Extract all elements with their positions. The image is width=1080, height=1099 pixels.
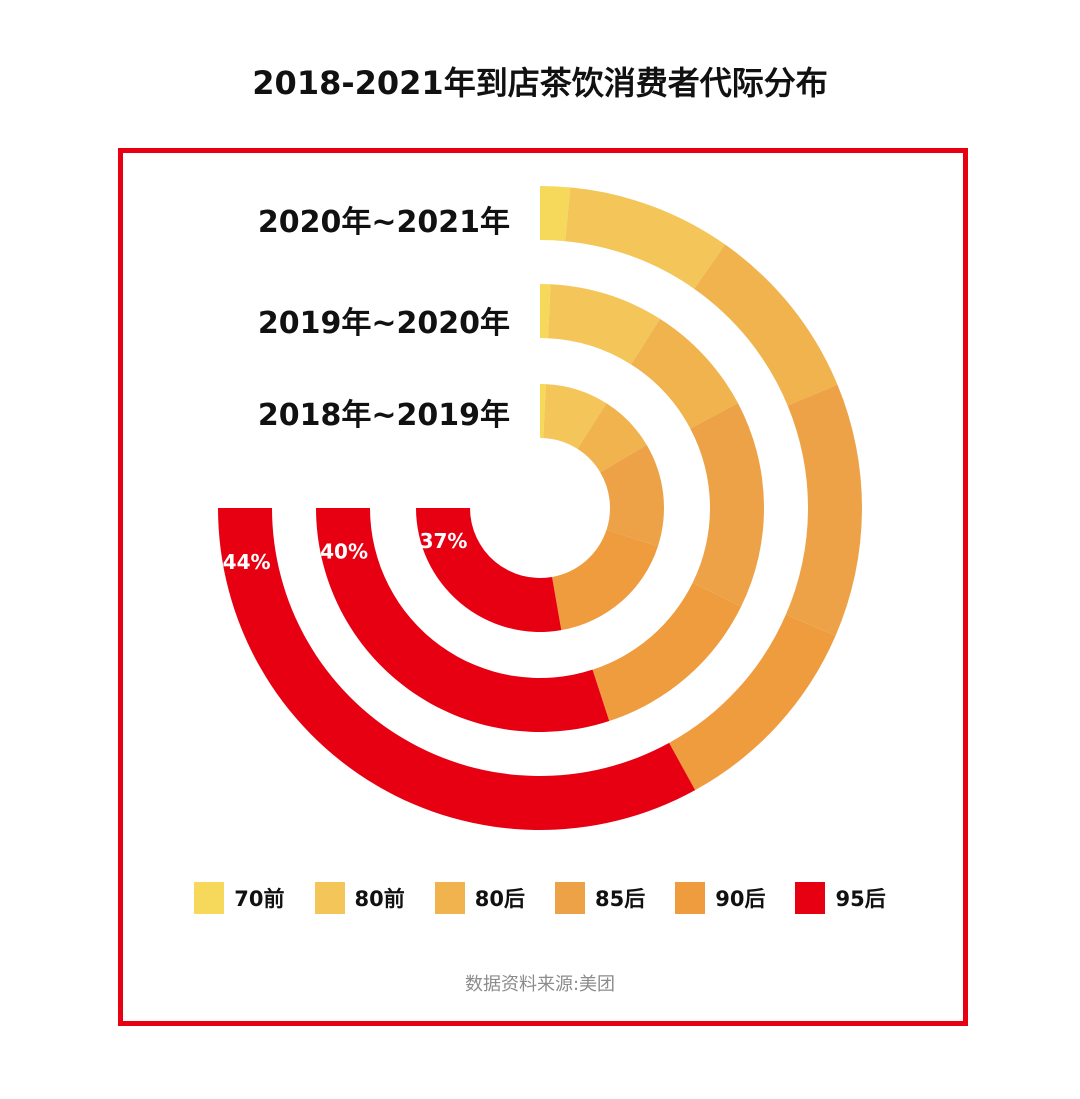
legend-item-85后: 85后 <box>555 882 645 914</box>
ring-segment-2019年~2020年-95后 <box>316 508 610 733</box>
legend-label-80前: 80前 <box>354 887 405 911</box>
ring-segment-2020年~2021年-95后 <box>218 508 696 831</box>
ring-label-2019-2020: 2019年~2020年 <box>257 306 510 341</box>
ring-segment-2018年~2019年-70前 <box>540 384 546 439</box>
ring-segment-2020年~2021年-80前 <box>565 187 726 289</box>
legend-label-80后: 80后 <box>474 887 525 911</box>
legend-swatch-90后 <box>675 882 706 914</box>
ring-segment-2018年~2019年-90后 <box>552 529 658 631</box>
ring-segment-2020年~2021年-70前 <box>540 186 571 242</box>
ring-segment-2020年~2021年-80后 <box>694 244 838 406</box>
data-label-2020年~2021年: 44% <box>223 550 271 574</box>
chart-frame <box>118 148 968 1026</box>
legend-swatch-95后 <box>795 882 826 914</box>
legend-item-70前: 70前 <box>194 882 285 914</box>
ring-segment-2018年~2019年-80后 <box>577 403 647 473</box>
legend-swatch-80后 <box>434 882 465 914</box>
chart-title: 2018-2021年到店茶饮消费者代际分布 <box>252 64 828 102</box>
source-note: 数据资料来源:美团 <box>464 974 616 995</box>
legend-label-85后: 85后 <box>595 887 646 911</box>
legend-label-90后: 90后 <box>715 887 766 911</box>
ring-segment-2018年~2019年-95后 <box>416 508 562 632</box>
ring-segment-2018年~2019年-80前 <box>543 384 607 449</box>
data-label-2019年~2020年: 40% <box>320 540 368 564</box>
ring-segment-2019年~2020年-70前 <box>540 284 551 339</box>
legend-item-80后: 80后 <box>434 882 525 914</box>
legend-item-80前: 80前 <box>314 882 405 914</box>
ring-segment-2020年~2021年-85后 <box>785 384 863 636</box>
legend-label-95后: 95后 <box>835 887 886 911</box>
ring-label-2020-2021: 2020年~2021年 <box>257 205 510 240</box>
legend-swatch-80前 <box>314 882 345 914</box>
ring-segment-2020年~2021年-90后 <box>669 614 836 791</box>
ring-segment-2019年~2020年-80后 <box>631 318 738 429</box>
legend-item-95后: 95后 <box>795 882 886 914</box>
legend-swatch-70前 <box>194 882 225 914</box>
ring-label-2018-2019: 2018年~2019年 <box>257 398 510 433</box>
legend-item-90后: 90后 <box>675 882 765 914</box>
ring-segment-2019年~2020年-90后 <box>592 582 742 722</box>
data-label-2018年~2019年: 37% <box>420 529 468 553</box>
legend: 70前 80前 80后 85后 90后 95后 <box>0 882 1080 914</box>
ring-segment-2019年~2020年-80前 <box>548 284 661 365</box>
legend-label-70前: 70前 <box>234 887 285 911</box>
ring-segment-2018年~2019年-85后 <box>600 444 664 547</box>
legend-swatch-85后 <box>555 882 585 914</box>
ring-segment-2019年~2020年-85后 <box>690 403 765 607</box>
